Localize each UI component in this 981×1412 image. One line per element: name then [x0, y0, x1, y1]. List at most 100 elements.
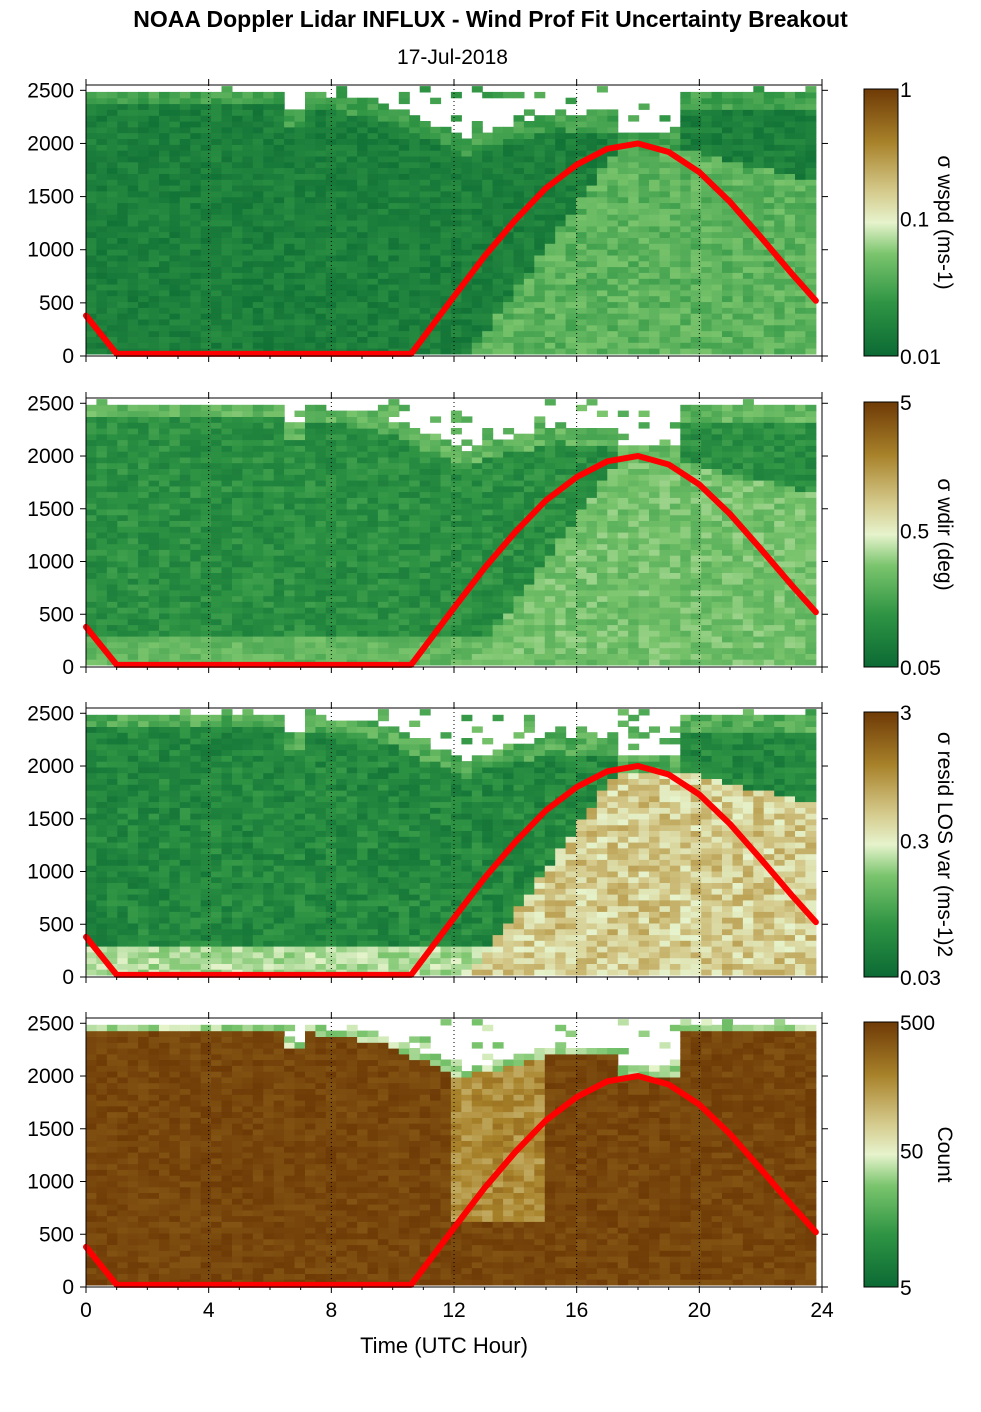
- heatmap-cell: [221, 254, 233, 262]
- heatmap-cell: [179, 584, 191, 591]
- heatmap-cell: [482, 266, 494, 273]
- heatmap-cell: [252, 422, 264, 429]
- heatmap-cell: [534, 307, 546, 314]
- heatmap-cell: [325, 612, 337, 620]
- heatmap-cell: [753, 330, 765, 337]
- heatmap-cell: [607, 295, 619, 303]
- heatmap-cell: [377, 624, 389, 631]
- heatmap-cell: [586, 126, 598, 134]
- heatmap-cell: [523, 272, 535, 279]
- heatmap-cell: [638, 318, 650, 326]
- heatmap-cell: [388, 630, 400, 637]
- heatmap-cell: [607, 342, 619, 349]
- heatmap-cell: [127, 480, 139, 487]
- heatmap-cell: [200, 121, 212, 128]
- heatmap-cell: [242, 324, 254, 332]
- heatmap-cell: [127, 237, 139, 244]
- heatmap-cell: [346, 416, 358, 423]
- heatmap-cell: [742, 144, 754, 151]
- heatmap-cell: [242, 301, 254, 308]
- heatmap-cell: [784, 324, 796, 332]
- heatmap-cell: [701, 155, 713, 163]
- heatmap-cell: [367, 318, 379, 326]
- heatmap-cell: [492, 179, 504, 186]
- heatmap-cell: [513, 254, 525, 262]
- heatmap-cell: [357, 167, 369, 174]
- heatmap-cell: [305, 307, 316, 314]
- heatmap-cell: [357, 260, 369, 268]
- heatmap-cell: [388, 121, 400, 128]
- heatmap-cell: [784, 138, 796, 145]
- heatmap-cell: [190, 503, 202, 510]
- heatmap-cell: [148, 91, 160, 99]
- heatmap-cell: [325, 336, 337, 343]
- heatmap-cell: [138, 179, 150, 186]
- heatmap-cell: [576, 196, 588, 204]
- heatmap-cell: [221, 313, 233, 320]
- heatmap-cell: [461, 474, 473, 481]
- heatmap-cell: [711, 254, 723, 262]
- heatmap-cell: [86, 537, 97, 545]
- heatmap-cell: [169, 572, 181, 579]
- heatmap-cell: [86, 132, 97, 139]
- heatmap-cell: [450, 190, 462, 198]
- heatmap-cell: [513, 462, 525, 469]
- heatmap-cell: [482, 555, 494, 562]
- heatmap-cell: [732, 115, 744, 122]
- heatmap-cell: [450, 462, 462, 469]
- heatmap-cell: [753, 243, 765, 250]
- heatmap-cell: [440, 526, 452, 533]
- heatmap-cell: [221, 618, 233, 626]
- heatmap-cell: [503, 624, 515, 631]
- heatmap-cell: [86, 173, 97, 180]
- heatmap-cell: [346, 185, 358, 192]
- heatmap-cell: [315, 555, 327, 562]
- heatmap-cell: [357, 225, 369, 233]
- heatmap-cell: [200, 324, 212, 332]
- heatmap-cell: [117, 532, 129, 539]
- heatmap-cell: [346, 220, 358, 227]
- heatmap-cell: [221, 126, 233, 134]
- heatmap-cell: [419, 132, 431, 139]
- heatmap-cell: [200, 560, 212, 568]
- heatmap-cell: [763, 272, 775, 279]
- heatmap-cell: [492, 462, 504, 469]
- heatmap-cell: [440, 330, 452, 337]
- heatmap-cell: [461, 243, 473, 250]
- heatmap-cell: [200, 468, 212, 475]
- heatmap-cell: [419, 578, 431, 585]
- heatmap-cell: [273, 612, 285, 620]
- heatmap-cell: [565, 289, 577, 297]
- heatmap-cell: [617, 348, 629, 355]
- heatmap-cell: [148, 278, 160, 285]
- heatmap-cell: [534, 566, 546, 573]
- heatmap-cell: [513, 572, 525, 579]
- heatmap-cell: [805, 126, 817, 134]
- heatmap-cell: [586, 301, 598, 308]
- heatmap-cell: [179, 578, 191, 585]
- heatmap-cell: [659, 243, 671, 250]
- heatmap-cell: [742, 121, 754, 128]
- heatmap-cell: [148, 641, 160, 649]
- heatmap-cell: [523, 307, 535, 314]
- heatmap-cell: [409, 254, 421, 262]
- heatmap-cell: [482, 91, 494, 99]
- heatmap-cell: [513, 260, 525, 268]
- heatmap-cell: [211, 543, 223, 550]
- heatmap-cell: [200, 225, 212, 233]
- heatmap-cell: [440, 595, 452, 602]
- heatmap-cell: [190, 109, 202, 116]
- heatmap-cell: [252, 416, 264, 423]
- heatmap-cell: [753, 161, 765, 169]
- heatmap-cell: [492, 243, 504, 250]
- heatmap-cell: [680, 284, 692, 291]
- heatmap-cell: [221, 86, 233, 93]
- heatmap-cell: [86, 404, 97, 412]
- heatmap-cell: [169, 404, 181, 412]
- heatmap-cell: [377, 284, 389, 291]
- heatmap-cell: [169, 237, 181, 244]
- heatmap-cell: [461, 313, 473, 320]
- heatmap-cell: [86, 289, 97, 297]
- heatmap-cell: [742, 330, 754, 337]
- heatmap-cell: [169, 284, 181, 291]
